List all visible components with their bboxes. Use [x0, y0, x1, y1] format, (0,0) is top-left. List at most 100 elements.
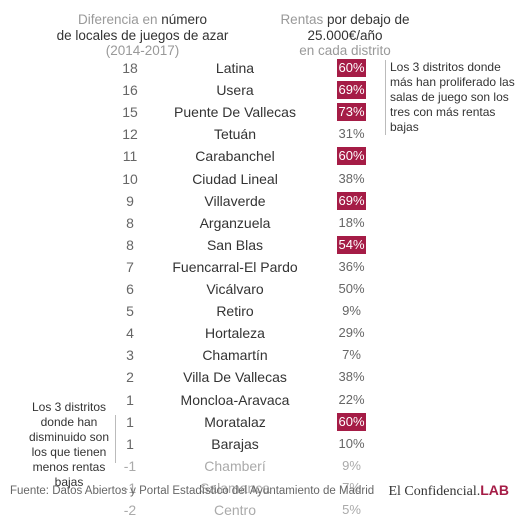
district-name: Arganzuela: [199, 214, 271, 231]
annotation-bracket-line: [115, 415, 116, 463]
left-column-header: Diferencia en número de locales de juego…: [30, 12, 255, 59]
district-name: Carabanchel: [195, 148, 275, 165]
pct-value: 5%: [342, 502, 361, 517]
table-row: 15 Puente De Vallecas 73%: [0, 101, 521, 123]
table-row: -1 Salamanca 7%: [0, 477, 521, 499]
table-row: 8 San Blas 54%: [0, 234, 521, 256]
diff-value: 8: [126, 214, 134, 231]
table-row: 11 Carabanchel 60%: [0, 145, 521, 167]
pct-value: 38%: [338, 170, 365, 186]
pct-value: 9%: [342, 457, 361, 473]
table-row: 10 Ciudad Lineal 38%: [0, 168, 521, 190]
pct-badge-highlight: 69%: [337, 81, 366, 100]
diff-value: 3: [126, 347, 134, 364]
table-row: 12 Tetuán 31%: [0, 123, 521, 145]
annotation-top-districts: Los 3 distritos donde más han proliferad…: [385, 60, 520, 135]
district-name: Centro: [213, 502, 257, 518]
pct-value: 36%: [338, 258, 365, 274]
district-name: Tetuán: [213, 126, 257, 143]
diff-value: 18: [122, 60, 138, 76]
pct-value: 29%: [338, 325, 365, 341]
table-row: 7 Fuencarral-El Pardo 36%: [0, 256, 521, 278]
district-name: San Blas: [206, 236, 264, 253]
right-column-header: Rentas por debajo de 25.000€/año en cada…: [270, 12, 420, 59]
diff-value: -1: [123, 479, 137, 496]
district-name: Vicálvaro: [206, 281, 264, 297]
district-name: Chamberí: [204, 457, 266, 474]
diff-value: 8: [126, 236, 134, 253]
diff-value: 11: [122, 148, 138, 165]
district-name: Salamanca: [199, 479, 271, 496]
brand-name: El Confidencial.: [388, 484, 481, 499]
pct-value: 18%: [338, 214, 365, 230]
pct-value: 31%: [338, 126, 365, 142]
table-row: -1 Chamberí 9%: [0, 455, 521, 477]
diff-value: 10: [122, 170, 138, 187]
table-row: 4 Hortaleza 29%: [0, 322, 521, 344]
pct-value: 50%: [338, 281, 365, 296]
table-row: 18 Latina 60%: [0, 57, 521, 79]
pct-value: 9%: [342, 303, 361, 319]
right-header-line3: en cada distrito: [299, 43, 391, 58]
district-name: Ciudad Lineal: [192, 170, 278, 187]
diff-value: 16: [122, 82, 138, 99]
right-header-text: Rentas: [280, 12, 327, 27]
diff-value: 5: [126, 303, 134, 320]
district-name: Villaverde: [204, 192, 266, 209]
district-name: Hortaleza: [205, 325, 265, 342]
district-name: Puente De Vallecas: [174, 104, 296, 121]
pct-value: 10%: [338, 435, 365, 451]
diff-value: 1: [126, 435, 134, 452]
table-row: 3 Chamartín 7%: [0, 344, 521, 366]
district-name: Usera: [216, 82, 254, 99]
district-name: Retiro: [216, 303, 254, 320]
table-row: 6 Vicálvaro 50%: [0, 278, 521, 300]
diff-value: 15: [122, 104, 138, 121]
pct-value: 7%: [342, 347, 361, 363]
right-header-line2: 25.000€/año: [307, 27, 383, 43]
table-row: 5 Retiro 9%: [0, 300, 521, 322]
pct-value: 38%: [338, 369, 365, 385]
left-header-line2: de locales de juegos de azar: [56, 27, 229, 43]
district-name: Barajas: [211, 435, 259, 452]
pct-value: 7%: [342, 479, 361, 495]
right-header-bold: por debajo de: [326, 12, 410, 27]
brand-lab: LAB: [480, 482, 509, 498]
diff-value: 4: [126, 325, 134, 342]
diff-value: 9: [126, 192, 134, 209]
diff-value: 12: [122, 126, 138, 143]
table-row: 9 Villaverde 69%: [0, 190, 521, 212]
annotation-bottom-districts: Los 3 distritos donde han disminuido son…: [28, 400, 110, 489]
district-name: Villa De Vallecas: [183, 369, 287, 386]
table-row: 1 Moncloa-Aravaca 22%: [0, 389, 521, 411]
diff-value: 1: [126, 413, 134, 430]
table-row: 16 Usera 69%: [0, 79, 521, 101]
district-name: Chamartín: [202, 347, 268, 364]
diff-value: 1: [126, 391, 134, 408]
district-name: Fuencarral-El Pardo: [172, 258, 298, 275]
left-header-period: (2014-2017): [105, 43, 180, 58]
district-name: Latina: [215, 60, 255, 76]
table-row: 2 Villa De Vallecas 38%: [0, 366, 521, 388]
table-row: 1 Barajas 10%: [0, 433, 521, 455]
pct-badge-highlight: 60%: [337, 59, 366, 77]
diff-value: 6: [126, 281, 134, 297]
diff-value: 2: [126, 369, 134, 386]
diff-value: -2: [123, 502, 137, 518]
pct-badge-highlight: 73%: [337, 103, 366, 122]
diff-value: 7: [126, 258, 134, 275]
source-note: Fuente: Datos Abiertos y Portal Estadíst…: [10, 485, 375, 497]
table-row: -2 Centro 5%: [0, 499, 521, 521]
table-row: 8 Arganzuela 18%: [0, 212, 521, 234]
district-name: Moratalaz: [204, 413, 266, 430]
pct-value: 22%: [338, 391, 365, 407]
diff-value: -1: [123, 457, 137, 474]
pct-badge-highlight: 60%: [337, 412, 366, 431]
pct-badge-highlight: 54%: [337, 235, 366, 254]
district-name: Moncloa-Aravaca: [180, 391, 290, 408]
brand-logo: El Confidencial.LAB: [388, 482, 509, 500]
left-header-text: Diferencia en: [77, 12, 162, 27]
pct-badge-highlight: 69%: [337, 191, 366, 210]
left-header-bold: número: [161, 12, 208, 27]
pct-badge-highlight: 60%: [337, 147, 366, 166]
